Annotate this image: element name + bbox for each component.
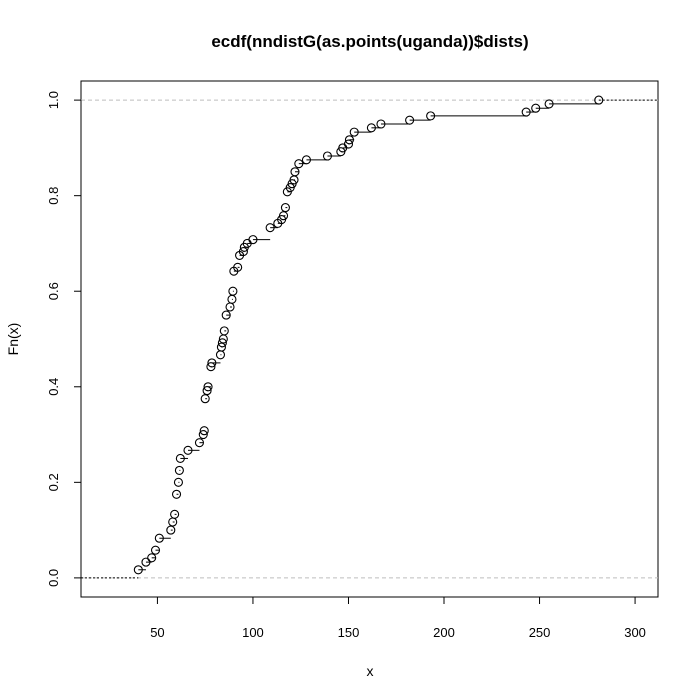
ecdf-point <box>194 438 205 448</box>
ecdf-point <box>366 123 376 133</box>
ecdf-point <box>531 103 541 113</box>
ecdf-point <box>154 533 164 543</box>
y-tick-label: 0.6 <box>46 282 61 300</box>
y-axis: 0.0 0.2 0.4 0.6 0.8 1.0 <box>46 91 82 587</box>
x-axis-label: x <box>367 663 374 679</box>
ecdf-point <box>217 338 227 348</box>
ecdf-point <box>521 107 531 117</box>
ecdf-point <box>349 127 359 137</box>
y-axis-label: Fn(x) <box>5 323 21 356</box>
ecdf-point <box>207 358 217 368</box>
ecdf-point <box>376 119 386 129</box>
ecdf-point <box>405 115 415 125</box>
ecdf-point <box>228 286 238 296</box>
x-tick-label: 250 <box>529 625 551 640</box>
y-tick-label: 0.4 <box>46 378 61 396</box>
ecdf-point <box>171 489 182 499</box>
x-axis: 50 100 150 200 250 300 <box>150 596 646 640</box>
ecdf-point <box>147 553 157 563</box>
reference-lines <box>81 99 658 579</box>
ecdf-point <box>198 430 208 440</box>
ecdf-point <box>173 477 183 487</box>
ecdf-point <box>199 426 209 436</box>
x-tick-label: 150 <box>338 625 360 640</box>
y-tick-label: 0.2 <box>46 473 61 491</box>
ecdf-point <box>183 445 193 455</box>
ecdf-point <box>594 95 604 105</box>
ecdf-point <box>174 465 184 475</box>
ecdf-point <box>203 382 213 392</box>
y-tick-label: 0.8 <box>46 187 61 205</box>
ecdf-point <box>175 453 185 463</box>
ecdf-point <box>150 545 161 555</box>
x-tick-label: 100 <box>242 625 264 640</box>
ecdf-point <box>301 155 312 165</box>
y-tick-label: 0.0 <box>46 569 61 587</box>
ecdf-points <box>133 95 604 575</box>
ecdf-point <box>290 167 300 177</box>
ecdf-point <box>141 557 151 567</box>
ecdf-point <box>206 362 216 372</box>
ecdf-point <box>202 386 212 396</box>
ecdf-point <box>221 310 231 320</box>
x-tick-label: 50 <box>150 625 164 640</box>
ecdf-point <box>294 159 304 169</box>
ecdf-point <box>238 247 248 257</box>
x-tick-label: 200 <box>433 625 455 640</box>
ecdf-point <box>248 235 258 245</box>
ecdf-point <box>344 135 354 145</box>
ecdf-point <box>426 111 436 121</box>
ecdf-steps <box>81 99 658 579</box>
ecdf-point <box>322 151 333 161</box>
y-tick-label: 1.0 <box>46 91 61 109</box>
ecdf-point <box>544 99 554 109</box>
x-tick-label: 300 <box>624 625 646 640</box>
ecdf-point <box>265 223 275 233</box>
ecdf-point <box>219 326 229 336</box>
ecdf-point <box>280 203 290 213</box>
ecdf-point <box>133 565 143 575</box>
ecdf-point <box>343 139 354 149</box>
plot-frame <box>80 80 659 598</box>
ecdf-point <box>170 509 180 519</box>
chart-title: ecdf(nndistG(as.points(uganda))$dists) <box>211 32 528 51</box>
ecdf-point <box>233 262 243 272</box>
